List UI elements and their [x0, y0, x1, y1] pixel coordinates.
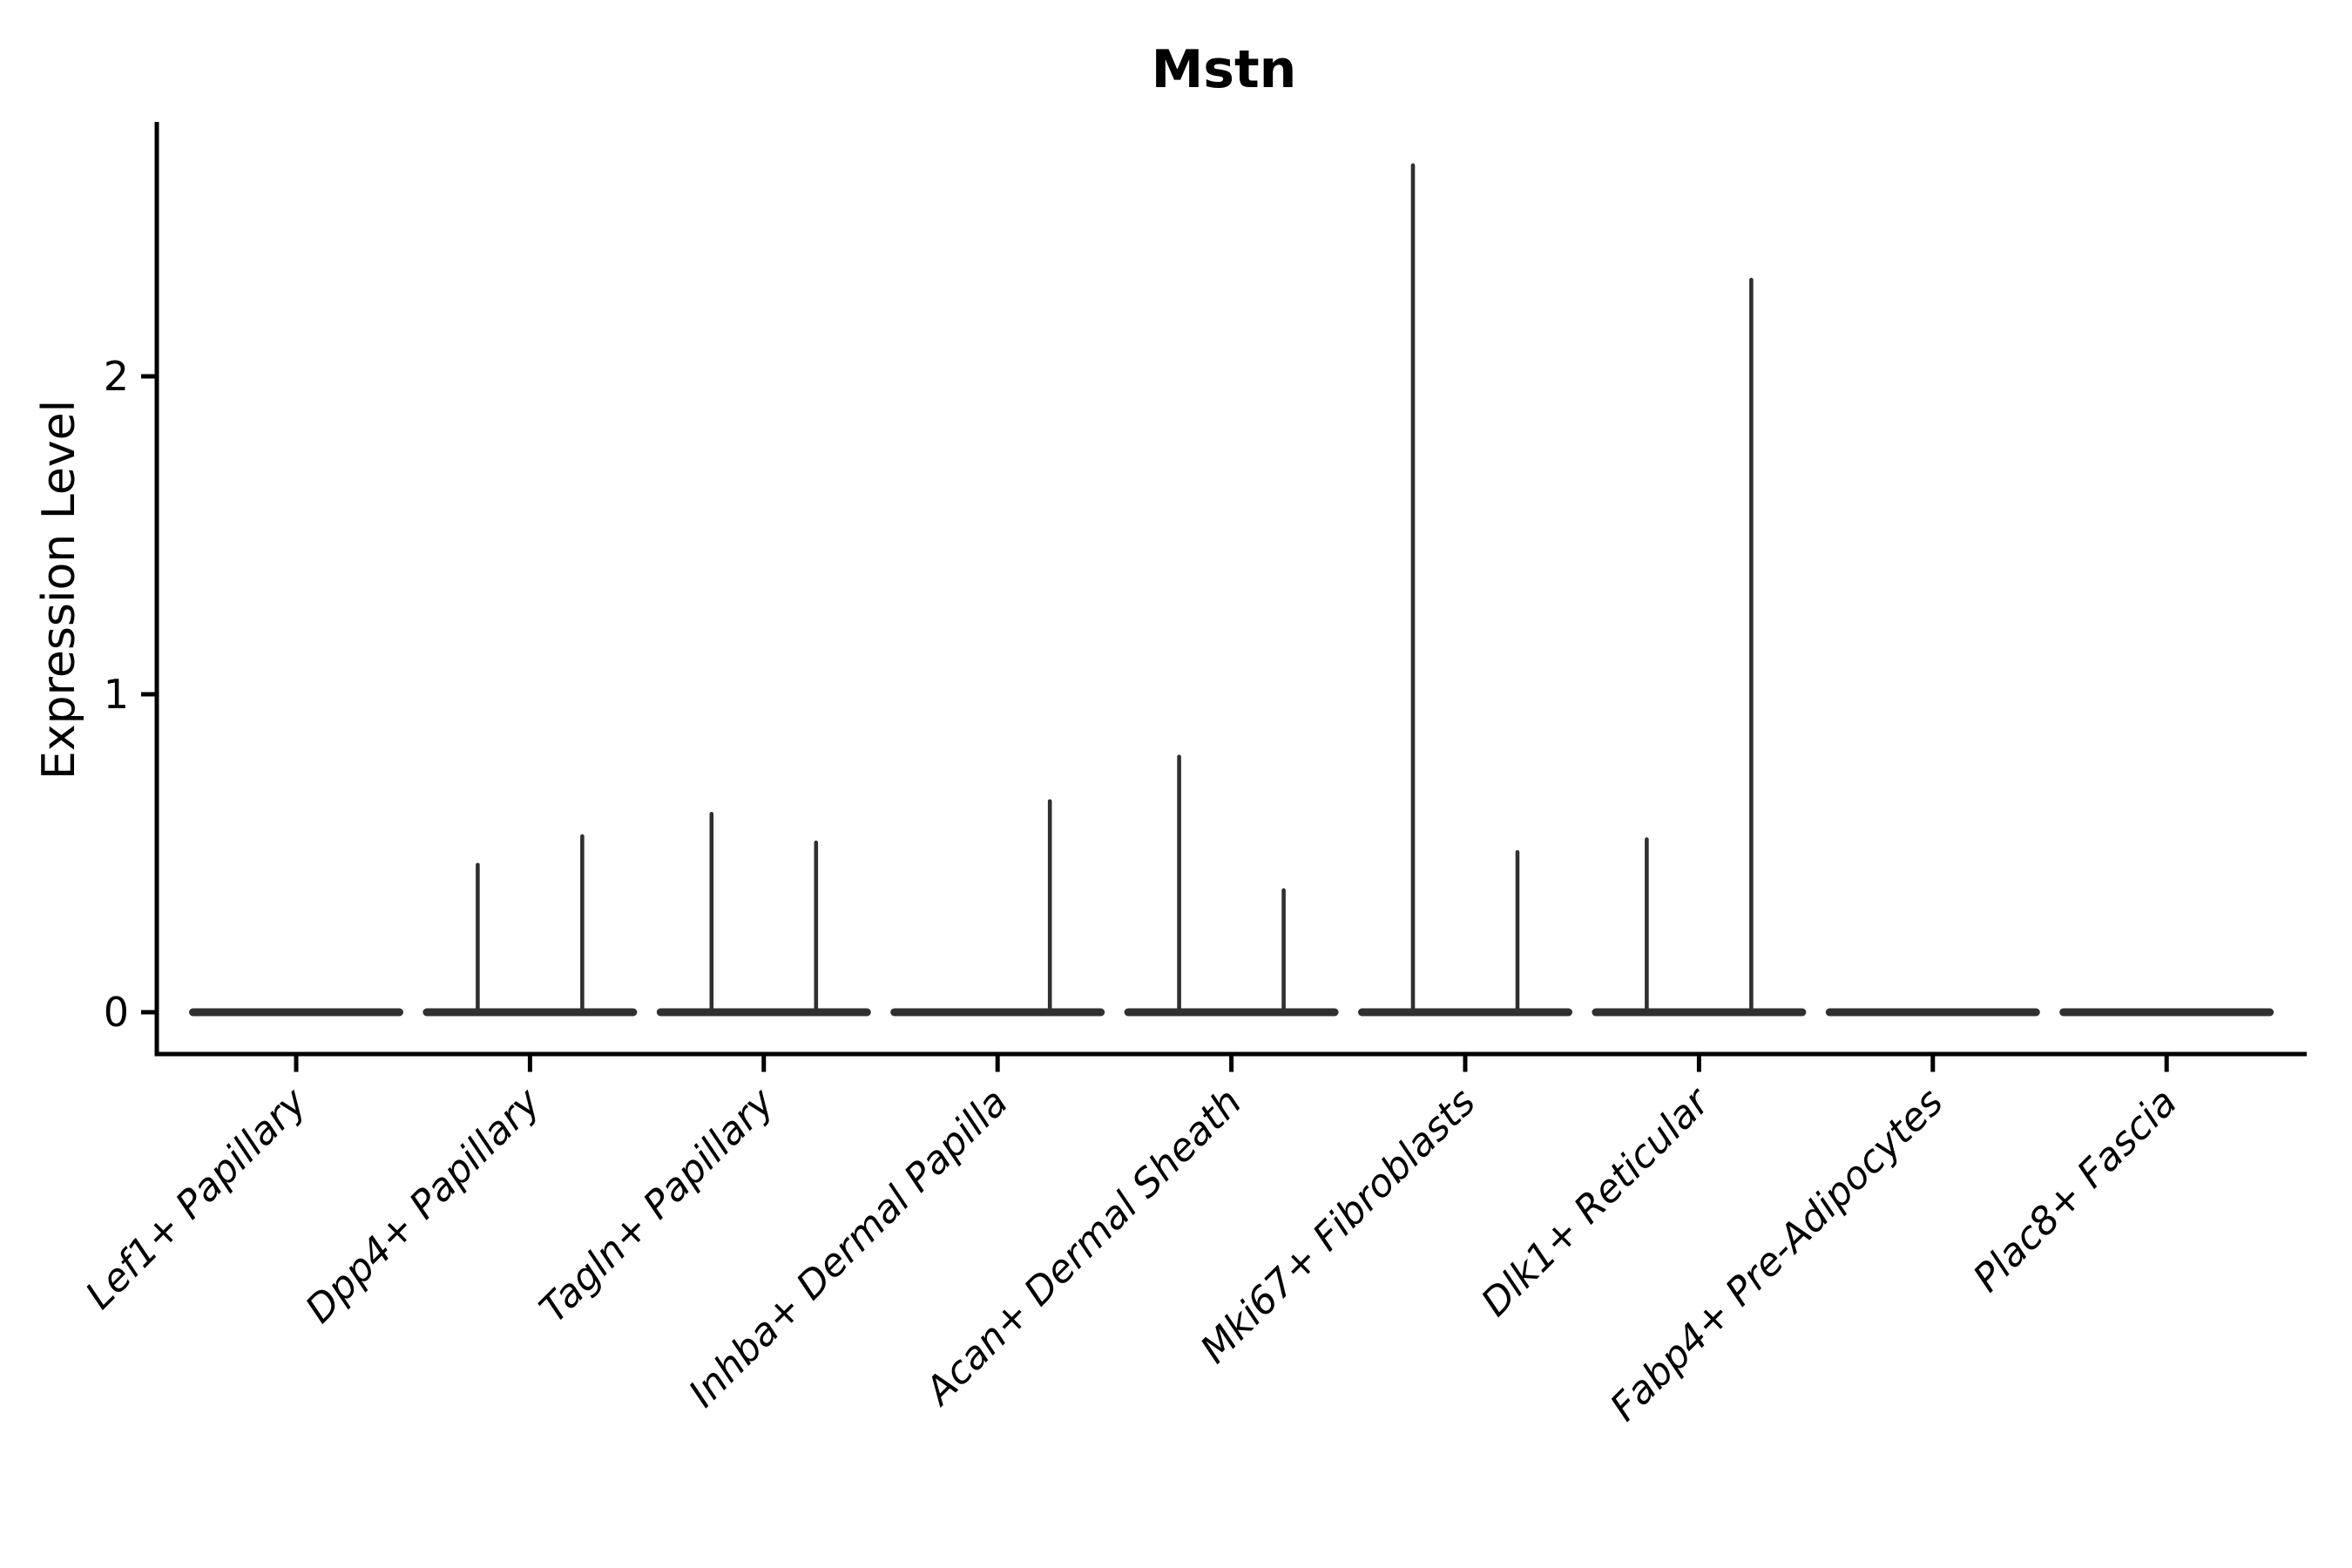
x-axis-label: Tagln+ Papillary [531, 1079, 783, 1331]
violin-spike [1645, 837, 1649, 1012]
y-tick: 2 [104, 353, 157, 400]
violin-spike [814, 840, 819, 1012]
violin-group-mki67-fibroblasts: Mki67+ Fibroblasts [1192, 163, 1572, 1372]
violin-spike [476, 862, 480, 1012]
violin-spike [1281, 888, 1286, 1012]
y-tick-label: 1 [104, 671, 129, 718]
violin-body [890, 1008, 1105, 1017]
y-tick-label: 0 [104, 989, 129, 1036]
violin-body [189, 1008, 403, 1017]
violin-spike [1749, 277, 1754, 1013]
axes: 0 1 2 [104, 122, 2307, 1057]
violin-spike [1410, 163, 1416, 1012]
y-tick-label: 2 [104, 353, 129, 400]
y-tick: 0 [104, 989, 157, 1036]
violin-body [1592, 1008, 1807, 1017]
violin-body [1124, 1008, 1339, 1017]
violin-body [656, 1008, 871, 1017]
violin-body [1358, 1008, 1572, 1017]
violin-group-dlk1-reticular: Dlk1+ Reticular [1473, 277, 1807, 1325]
violin-spike [709, 812, 714, 1012]
violin-body [422, 1008, 638, 1017]
y-tick: 1 [104, 671, 157, 718]
violin-spike [580, 834, 585, 1012]
x-axis-label: Plac8+ Fascia [1965, 1080, 2186, 1301]
violin-spike [1177, 754, 1181, 1012]
violin-body [2059, 1008, 2274, 1017]
violin-body [1825, 1008, 2040, 1017]
y-axis-label: Expression Level [33, 400, 85, 780]
violin-spike [1515, 849, 1520, 1012]
violin-group-fabp4-pre-adipocytes: Fabp4+ Pre-Adipocytes [1602, 1008, 2040, 1429]
violin-spike [1047, 799, 1052, 1012]
x-axis-label: Dpp4+ Papillary [297, 1079, 550, 1332]
x-axis-label: Lef1+ Papillary [78, 1079, 316, 1318]
x-axis-label: Dlk1+ Reticular [1473, 1078, 1720, 1325]
chart-title: Mstn [1152, 39, 1297, 100]
